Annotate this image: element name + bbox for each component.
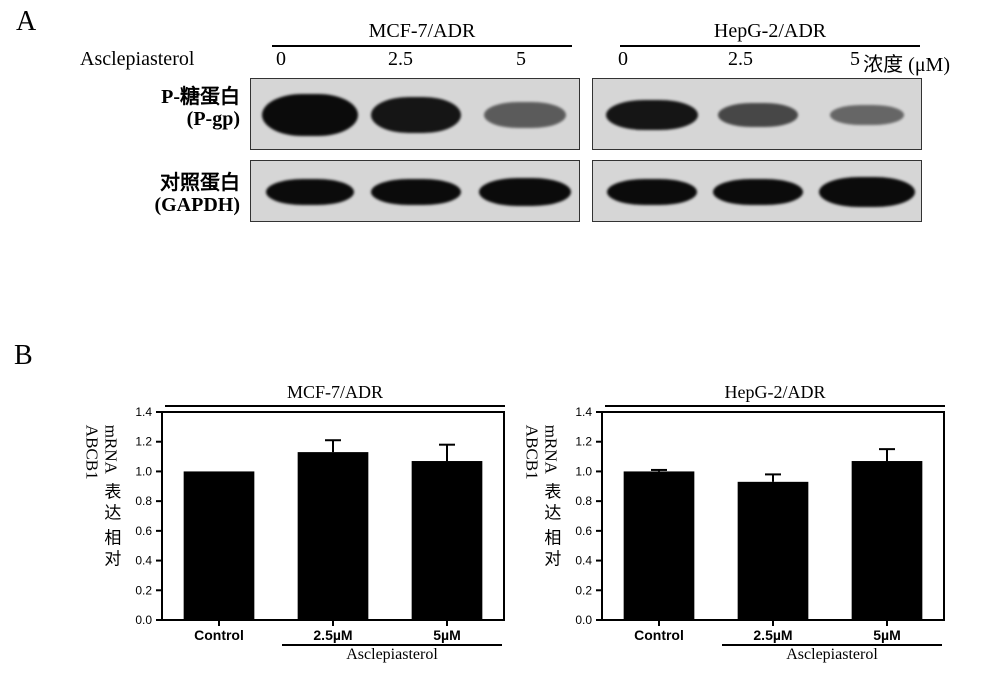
chart-hepg2: HepG-2/ADR mRNA 表达 相对 ABCB1 0.00.20.40.6… [530, 378, 960, 668]
row-gapdh-label: 对照蛋白 (GAPDH) [60, 172, 240, 216]
svg-text:1.0: 1.0 [575, 464, 592, 478]
svg-text:0.0: 0.0 [135, 613, 152, 627]
svg-text:0.8: 0.8 [135, 494, 152, 508]
chart-mcf7-title-text: MCF-7/ADR [287, 382, 383, 402]
gapdh-en: (GAPDH) [60, 194, 240, 216]
ylabel-en: mRNA [101, 424, 120, 473]
conc-hepg2-1: 2.5 [728, 48, 753, 71]
chart-hepg2-title-text: HepG-2/ADR [725, 382, 826, 402]
ylabel-mcf7: mRNA 表达 相对 ABCB1 [82, 424, 119, 586]
conc-hepg2-0: 0 [618, 48, 628, 71]
svg-text:0.2: 0.2 [575, 583, 592, 597]
ylabel-cn2b: 表达 [541, 482, 560, 524]
svg-text:0.6: 0.6 [135, 524, 152, 538]
svg-text:0.0: 0.0 [575, 613, 592, 627]
xgroup-hepg2-text: Asclepiasterol [786, 646, 878, 663]
header-mcf7-text: MCF-7/ADR [369, 20, 476, 42]
blot-mcf7-pgp [250, 78, 580, 150]
svg-text:2.5µM: 2.5µM [753, 627, 792, 643]
blot-hepg2-pgp [592, 78, 922, 150]
chart-mcf7: MCF-7/ADR mRNA 表达 相对 ABCB1 0.00.20.40.60… [90, 378, 520, 668]
compound-label: Asclepiasterol [80, 48, 194, 71]
chart-hepg2-title: HepG-2/ADR [605, 382, 945, 407]
svg-text:1.2: 1.2 [575, 435, 592, 449]
row-pgp-label: P-糖蛋白 (P-gp) [60, 86, 240, 130]
svg-text:0.4: 0.4 [575, 554, 592, 568]
header-hepg2-text: HepG-2/ADR [714, 20, 826, 42]
ylabel-hepg2: mRNA 表达 相对 ABCB1 [522, 424, 559, 586]
xgroup-mcf7: Asclepiasterol [282, 644, 502, 664]
panel-a-label: A [16, 6, 36, 38]
svg-text:0.4: 0.4 [135, 554, 152, 568]
svg-text:0.2: 0.2 [135, 583, 152, 597]
chart-mcf7-svg: 0.0 0.2 0.4 0.6 0.8 1.0 1.2 1.4 Control 2.5µM 5µM [90, 378, 520, 668]
band [371, 179, 461, 205]
xgroup-hepg2: Asclepiasterol [722, 644, 942, 664]
svg-text:0.8: 0.8 [575, 494, 592, 508]
ylabel-en2: mRNA [541, 424, 560, 473]
blot-hepg2-gapdh [592, 160, 922, 222]
band [718, 103, 798, 127]
conc-hepg2-2: 5 [850, 48, 860, 71]
band [830, 105, 904, 125]
header-mcf7: MCF-7/ADR [272, 20, 572, 47]
svg-text:1.4: 1.4 [575, 405, 592, 419]
chart-hepg2-svg: 0.0 0.2 0.4 0.6 0.8 1.0 1.2 1.4 Control 2.5µM 5µM [530, 378, 960, 668]
band [484, 102, 566, 128]
pgp-en: (P-gp) [60, 108, 240, 130]
ylabel-mid: ABCB1 [83, 424, 102, 479]
pgp-cn: P-糖蛋白 [60, 86, 240, 108]
ylabel-cnb: 相对 [541, 528, 560, 570]
band [479, 178, 571, 206]
band [713, 179, 803, 205]
conc-unit: 浓度 (μM) [863, 48, 950, 77]
svg-text:Control: Control [634, 627, 684, 643]
band [371, 97, 461, 133]
svg-text:1.2: 1.2 [135, 435, 152, 449]
ylabel-midb: ABCB1 [523, 424, 542, 479]
xgroup-mcf7-text: Asclepiasterol [346, 646, 438, 663]
band [819, 177, 915, 207]
svg-text:1.0: 1.0 [135, 464, 152, 478]
band [606, 100, 698, 130]
ylabel-cn2: 表达 [101, 482, 120, 524]
conc-mcf7-2: 5 [516, 48, 526, 71]
svg-text:Control: Control [194, 627, 244, 643]
svg-text:2.5µM: 2.5µM [313, 627, 352, 643]
band [266, 179, 354, 205]
band [607, 179, 697, 205]
svg-text:0.6: 0.6 [575, 524, 592, 538]
svg-text:1.4: 1.4 [135, 405, 152, 419]
conc-mcf7-0: 0 [276, 48, 286, 71]
chart-mcf7-title: MCF-7/ADR [165, 382, 505, 407]
gapdh-cn: 对照蛋白 [60, 172, 240, 194]
header-hepg2: HepG-2/ADR [620, 20, 920, 47]
band [262, 94, 358, 136]
conc-mcf7-1: 2.5 [388, 48, 413, 71]
panel-b-label: B [14, 340, 33, 372]
svg-text:5µM: 5µM [433, 627, 461, 643]
svg-text:5µM: 5µM [873, 627, 901, 643]
blot-mcf7-gapdh [250, 160, 580, 222]
ylabel-cn: 相对 [101, 528, 120, 570]
